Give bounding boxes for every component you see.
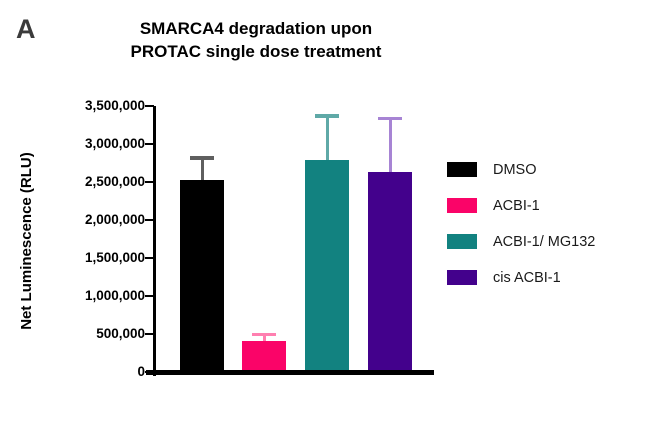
legend-item-dmso: DMSO <box>447 161 595 178</box>
y-tick-label: 3,500,000 <box>84 98 145 113</box>
y-tick-label: 3,000,000 <box>84 136 145 151</box>
error-bar-cap-cis-acbi-1 <box>378 116 402 121</box>
chart-title-line-2: PROTAC single dose treatment <box>130 42 382 61</box>
y-axis-tick <box>145 294 154 298</box>
y-tick-label: 0 <box>137 364 145 379</box>
legend-item-cis-acbi-1: cis ACBI-1 <box>447 269 595 286</box>
y-tick-label: 500,000 <box>96 326 145 341</box>
legend-swatch-acbi-1 <box>447 198 477 213</box>
error-bar-cap-dmso <box>190 156 214 160</box>
error-bar-stem-cis-acbi-1 <box>388 118 392 173</box>
error-bar-stem-dmso <box>200 157 204 180</box>
bar-dmso <box>180 179 224 372</box>
error-bar-stem-acbi-1-mg132 <box>325 115 329 160</box>
legend-label-acbi-1: ACBI-1 <box>493 197 540 214</box>
legend-label-dmso: DMSO <box>493 161 537 178</box>
x-axis-line <box>146 370 434 375</box>
y-axis-tick <box>145 104 154 108</box>
y-axis-line <box>153 106 156 376</box>
y-tick-label: 2,000,000 <box>84 212 145 227</box>
legend-swatch-acbi-1-mg132 <box>447 234 477 249</box>
chart-title: SMARCA4 degradation upon PROTAC single d… <box>90 17 422 63</box>
y-tick-label: 2,500,000 <box>84 174 145 189</box>
legend: DMSO ACBI-1 ACBI-1/ MG132 cis ACBI-1 <box>447 162 595 306</box>
legend-label-acbi-1-mg132: ACBI-1/ MG132 <box>493 233 596 250</box>
legend-swatch-dmso <box>447 162 477 177</box>
y-axis-tick <box>145 218 154 222</box>
y-axis-tick <box>145 180 154 184</box>
error-bar-stem-acbi-1 <box>262 334 266 341</box>
bar-acbi-1-mg132 <box>305 159 349 372</box>
y-tick-label: 1,000,000 <box>84 288 145 303</box>
chart-title-line-1: SMARCA4 degradation upon <box>139 19 373 38</box>
y-axis-tick <box>145 256 154 260</box>
y-tick-label: 1,500,000 <box>84 250 145 265</box>
y-axis-tick <box>145 142 154 146</box>
y-axis-tick <box>145 332 154 336</box>
bar-acbi-1 <box>242 340 286 372</box>
legend-item-acbi-1-mg132: ACBI-1/ MG132 <box>447 233 596 250</box>
bar-cis-acbi-1 <box>368 172 412 372</box>
panel-letter: A <box>16 14 36 44</box>
legend-item-acbi-1: ACBI-1 <box>447 197 595 214</box>
legend-label-cis-acbi-1: cis ACBI-1 <box>493 269 561 286</box>
y-axis-title: Net Luminescence (RLU) <box>18 152 35 330</box>
error-bar-cap-acbi-1-mg132 <box>315 114 339 118</box>
error-bar-cap-acbi-1 <box>252 332 276 336</box>
plot-area <box>140 100 440 390</box>
legend-swatch-cis-acbi-1 <box>447 270 477 285</box>
